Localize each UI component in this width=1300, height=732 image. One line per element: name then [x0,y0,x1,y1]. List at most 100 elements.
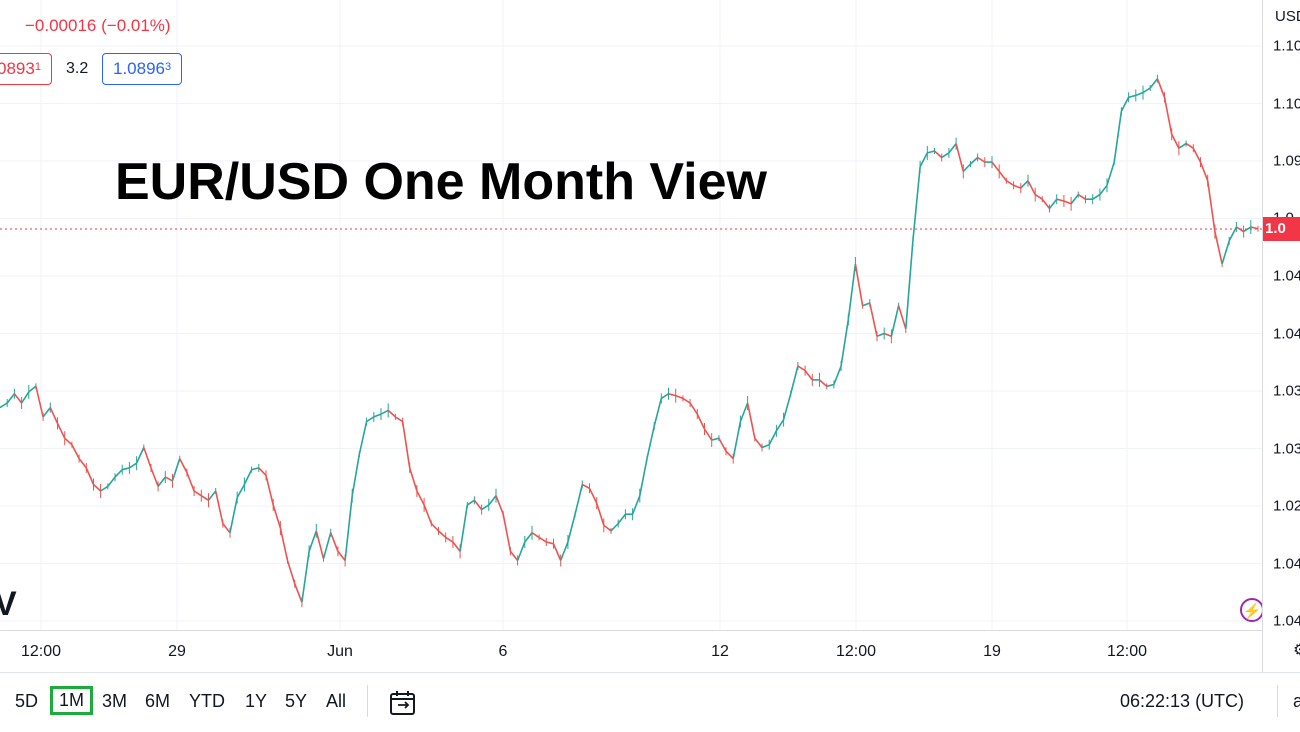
price-axis-label: 1.10 [1273,95,1300,113]
time-axis-label: 12:00 [835,643,877,660]
price-segment [28,385,37,393]
range-button-ytd[interactable]: YTD [189,691,225,711]
price-segment [258,467,267,476]
price-segment [423,504,433,524]
range-button-all[interactable]: All [326,691,347,711]
price-segment [668,393,676,397]
price-segment [1221,240,1230,265]
price-segment [559,541,569,561]
price-segment [1005,180,1015,186]
tradingview-logo: V [0,585,17,623]
price-segment [567,513,576,543]
lightning-icon[interactable]: ⚡ [1240,598,1262,622]
range-button-1y[interactable]: 1Y [245,691,268,711]
price-segment [92,483,102,492]
range-button-5d[interactable]: 5D [15,691,39,711]
price-segment [1192,147,1202,163]
settings-icon[interactable]: ⚙ [1293,640,1300,660]
range-button-5y[interactable]: 5Y [285,691,308,711]
price-segment [595,502,605,526]
price-segment [502,514,512,552]
price-segment [56,423,66,439]
price-segment [1228,226,1238,242]
price-segment [847,263,857,320]
price-segment [408,467,418,492]
price-segment [991,161,1000,172]
price-segment [818,379,828,387]
price-segment [1235,226,1245,233]
price-segment [329,532,339,552]
price-segment [1135,91,1144,97]
price-segment [854,263,864,306]
price-segment [718,437,727,452]
price-segment [387,409,396,418]
price-segment [775,419,785,432]
price-segment [337,550,346,561]
price-axis-label: 1.04 [1273,267,1300,285]
price-segment [85,467,95,485]
price-segment [876,332,885,338]
price-segment [71,444,80,459]
range-button-3m[interactable]: 3M [102,691,128,711]
sell-button[interactable]: 08931 [0,53,52,85]
toolbar-divider-right [1277,685,1278,717]
chart-title: EUR/USD One Month View [115,153,767,211]
price-segment [711,437,720,441]
price-segment [998,170,1008,182]
time-axis-label: 19 [983,643,1001,660]
time-axis-label: 29 [168,643,186,660]
time-axis[interactable]: 12:00 29 Jun 6 12 12:00 19 12:00 [0,630,1262,673]
price-axis-label: 1.02 [1273,497,1300,515]
price-segment [157,476,166,487]
price-segment [768,430,778,446]
price-segment [1099,184,1108,196]
range-button-1m[interactable]: 1M [50,686,94,715]
price-segment [516,541,526,561]
price-segment [1106,161,1115,186]
price-segment [351,453,361,496]
price-segment [725,450,734,460]
grid-lines [0,0,1262,630]
price-segment [675,394,684,400]
price-segment [243,469,253,485]
price-segment [394,416,404,423]
price-segment [1077,193,1086,200]
price-chart [0,0,1262,630]
price-axis-label: 1.04 [1273,555,1300,573]
price-segment [927,150,935,154]
price-axis-label: 1.09 [1273,152,1300,170]
price-segment [646,426,655,459]
price-segment [890,305,900,337]
time-axis-label: 12 [711,643,729,660]
price-segment [49,407,59,424]
price-segment [531,532,540,539]
price-segment [1113,111,1123,163]
price-segment [366,416,375,423]
time-axis-label: Jun [327,643,353,660]
price-segment [789,365,799,395]
calendar-icon[interactable] [388,688,418,718]
price-segment [969,156,979,165]
price-axis[interactable]: USD 1.10 1.10 1.09 1.0 1.04 1.04 1.03 1.03 1.02 1… [1262,0,1300,672]
range-button-6m[interactable]: 6M [145,691,171,711]
time-axis-label: 12:00 [20,643,62,660]
price-segment [1056,198,1065,202]
toolbar-divider [367,685,368,717]
price-segment [236,484,246,498]
buy-button[interactable]: 1.08963 [102,53,183,85]
price-segment [344,495,353,561]
price-segment [1034,193,1043,200]
price-segment [473,499,483,511]
price-segment [251,467,259,471]
time-axis-label: 12:00 [1106,643,1148,660]
auto-scale-button[interactable]: a [1293,691,1300,711]
price-segment [588,487,598,504]
price-segment [416,490,425,506]
price-segment [286,560,296,584]
price-segment [912,166,921,241]
utc-clock[interactable]: 06:22:13 (UTC) [1120,691,1245,711]
chart-area[interactable]: EUR/USD One Month View −0.00016 (−0.01%)… [0,0,1262,630]
price-segment [222,523,231,534]
price-segment [452,541,461,552]
price-segment [1027,180,1036,195]
